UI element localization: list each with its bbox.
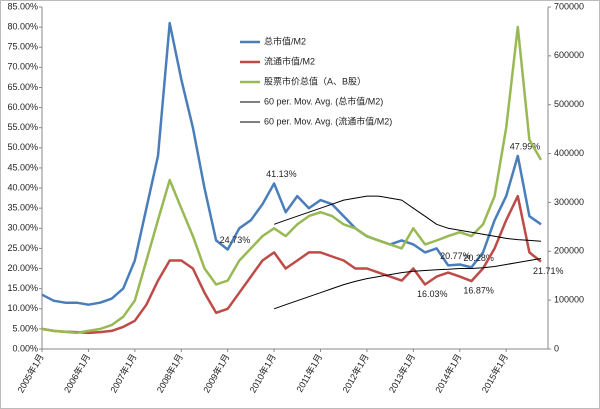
y-tick-label: 60.00% — [7, 102, 38, 112]
legend-label: 60 per. Mov. Avg. (流通市值/M2) — [264, 115, 392, 126]
data-label: 24.73% — [220, 235, 251, 245]
y-tick-label: 70.00% — [7, 62, 38, 72]
y2-tick-label: 600000 — [554, 50, 584, 60]
data-label: 21.71% — [533, 266, 564, 276]
y-tick-label: 20.00% — [7, 263, 38, 273]
legend-label: 股票市价总值（A、B股） — [264, 75, 366, 86]
y2-tick-label: 0 — [554, 343, 559, 353]
y-tick-label: 15.00% — [7, 283, 38, 293]
data-label: 20.77% — [440, 251, 471, 261]
series-line — [273, 258, 542, 310]
series-line — [41, 25, 543, 335]
y-tick-label: 10.00% — [7, 303, 38, 313]
data-label: 20.28% — [463, 253, 494, 263]
y-tick-label: 25.00% — [7, 243, 38, 253]
series-line — [41, 194, 542, 335]
y2-tick-label: 200000 — [554, 246, 584, 256]
y2-tick-label: 100000 — [554, 295, 584, 305]
y-tick-label: 80.00% — [7, 21, 38, 31]
legend-label: 60 per. Mov. Avg. (总市值/M2) — [264, 95, 383, 106]
y-tick-label: 0.00% — [12, 343, 38, 353]
y-tick-label: 5.00% — [12, 323, 38, 333]
data-label: 41.13% — [266, 169, 297, 179]
y-tick-label: 30.00% — [7, 223, 38, 233]
legend-label: 流通市值/M2 — [264, 55, 315, 66]
y-tick-label: 50.00% — [7, 142, 38, 152]
series-line — [273, 195, 542, 242]
legend-label: 总市值/M2 — [264, 35, 306, 46]
y-tick-label: 45.00% — [7, 162, 38, 172]
y2-tick-label: 700000 — [554, 1, 584, 11]
y2-tick-label: 500000 — [554, 99, 584, 109]
series-line — [41, 21, 542, 306]
y-tick-label: 75.00% — [7, 42, 38, 52]
y-tick-label: 65.00% — [7, 82, 38, 92]
data-label: 47.99% — [510, 141, 541, 151]
y-tick-label: 85.00% — [7, 1, 38, 11]
y2-tick-label: 400000 — [554, 148, 584, 158]
data-label: 16.87% — [463, 285, 494, 295]
y-tick-label: 40.00% — [7, 182, 38, 192]
y-tick-label: 35.00% — [7, 203, 38, 213]
y2-tick-label: 300000 — [554, 197, 584, 207]
data-label: 16.03% — [417, 289, 448, 299]
y-tick-label: 55.00% — [7, 122, 38, 132]
